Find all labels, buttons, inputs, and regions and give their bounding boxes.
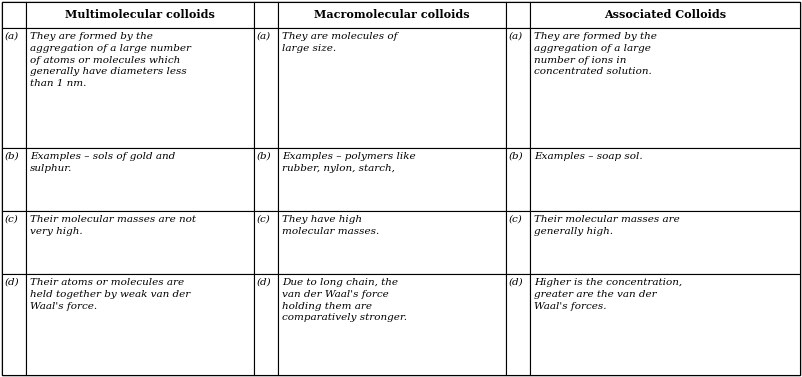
Bar xyxy=(530,148,800,211)
Text: (c): (c) xyxy=(5,215,18,224)
Text: (c): (c) xyxy=(257,215,271,224)
Bar xyxy=(506,211,530,274)
Text: Their molecular masses are
generally high.: Their molecular masses are generally hig… xyxy=(534,215,680,236)
Text: (a): (a) xyxy=(5,32,19,41)
Text: Examples – sols of gold and
sulphur.: Examples – sols of gold and sulphur. xyxy=(30,152,176,173)
Text: (b): (b) xyxy=(257,152,272,161)
Text: They are formed by the
aggregation of a large
number of ions in
concentrated sol: They are formed by the aggregation of a … xyxy=(534,32,657,77)
Text: Examples – soap sol.: Examples – soap sol. xyxy=(534,152,642,161)
Bar xyxy=(254,211,278,274)
Bar xyxy=(506,28,530,148)
Text: Due to long chain, the
van der Waal's force
holding them are
comparatively stron: Due to long chain, the van der Waal's fo… xyxy=(282,278,407,322)
Bar xyxy=(2,2,26,28)
Text: Multimolecular colloids: Multimolecular colloids xyxy=(65,9,215,20)
Text: They are formed by the
aggregation of a large number
of atoms or molecules which: They are formed by the aggregation of a … xyxy=(30,32,191,88)
Bar xyxy=(278,274,506,375)
Bar xyxy=(254,148,278,211)
Bar xyxy=(254,274,278,375)
Bar xyxy=(26,28,254,148)
Bar xyxy=(506,2,530,28)
Text: (d): (d) xyxy=(509,278,524,287)
Bar xyxy=(2,274,26,375)
Bar xyxy=(530,2,800,28)
Text: (d): (d) xyxy=(5,278,19,287)
Bar xyxy=(506,274,530,375)
Bar xyxy=(26,211,254,274)
Text: Higher is the concentration,
greater are the van der
Waal's forces.: Higher is the concentration, greater are… xyxy=(534,278,683,311)
Text: (a): (a) xyxy=(509,32,523,41)
Bar xyxy=(254,2,278,28)
Bar xyxy=(530,211,800,274)
Bar xyxy=(2,148,26,211)
Text: Their molecular masses are not
very high.: Their molecular masses are not very high… xyxy=(30,215,196,236)
Bar xyxy=(530,274,800,375)
Bar xyxy=(278,148,506,211)
Text: Examples – polymers like
rubber, nylon, starch,: Examples – polymers like rubber, nylon, … xyxy=(282,152,415,173)
Text: (b): (b) xyxy=(5,152,19,161)
Bar xyxy=(278,211,506,274)
Bar xyxy=(530,28,800,148)
Text: They are molecules of
large size.: They are molecules of large size. xyxy=(282,32,398,53)
Bar xyxy=(2,28,26,148)
Text: Their atoms or molecules are
held together by weak van der
Waal's force.: Their atoms or molecules are held togeth… xyxy=(30,278,190,311)
Text: (a): (a) xyxy=(257,32,271,41)
Bar xyxy=(2,211,26,274)
Bar xyxy=(278,28,506,148)
Text: They have high
molecular masses.: They have high molecular masses. xyxy=(282,215,379,236)
Bar xyxy=(26,148,254,211)
Bar xyxy=(254,28,278,148)
Bar xyxy=(278,2,506,28)
Text: Associated Colloids: Associated Colloids xyxy=(604,9,726,20)
Bar xyxy=(506,148,530,211)
Text: Macromolecular colloids: Macromolecular colloids xyxy=(314,9,470,20)
Bar xyxy=(26,2,254,28)
Text: (c): (c) xyxy=(509,215,523,224)
Text: (b): (b) xyxy=(509,152,524,161)
Bar xyxy=(26,274,254,375)
Text: (d): (d) xyxy=(257,278,272,287)
